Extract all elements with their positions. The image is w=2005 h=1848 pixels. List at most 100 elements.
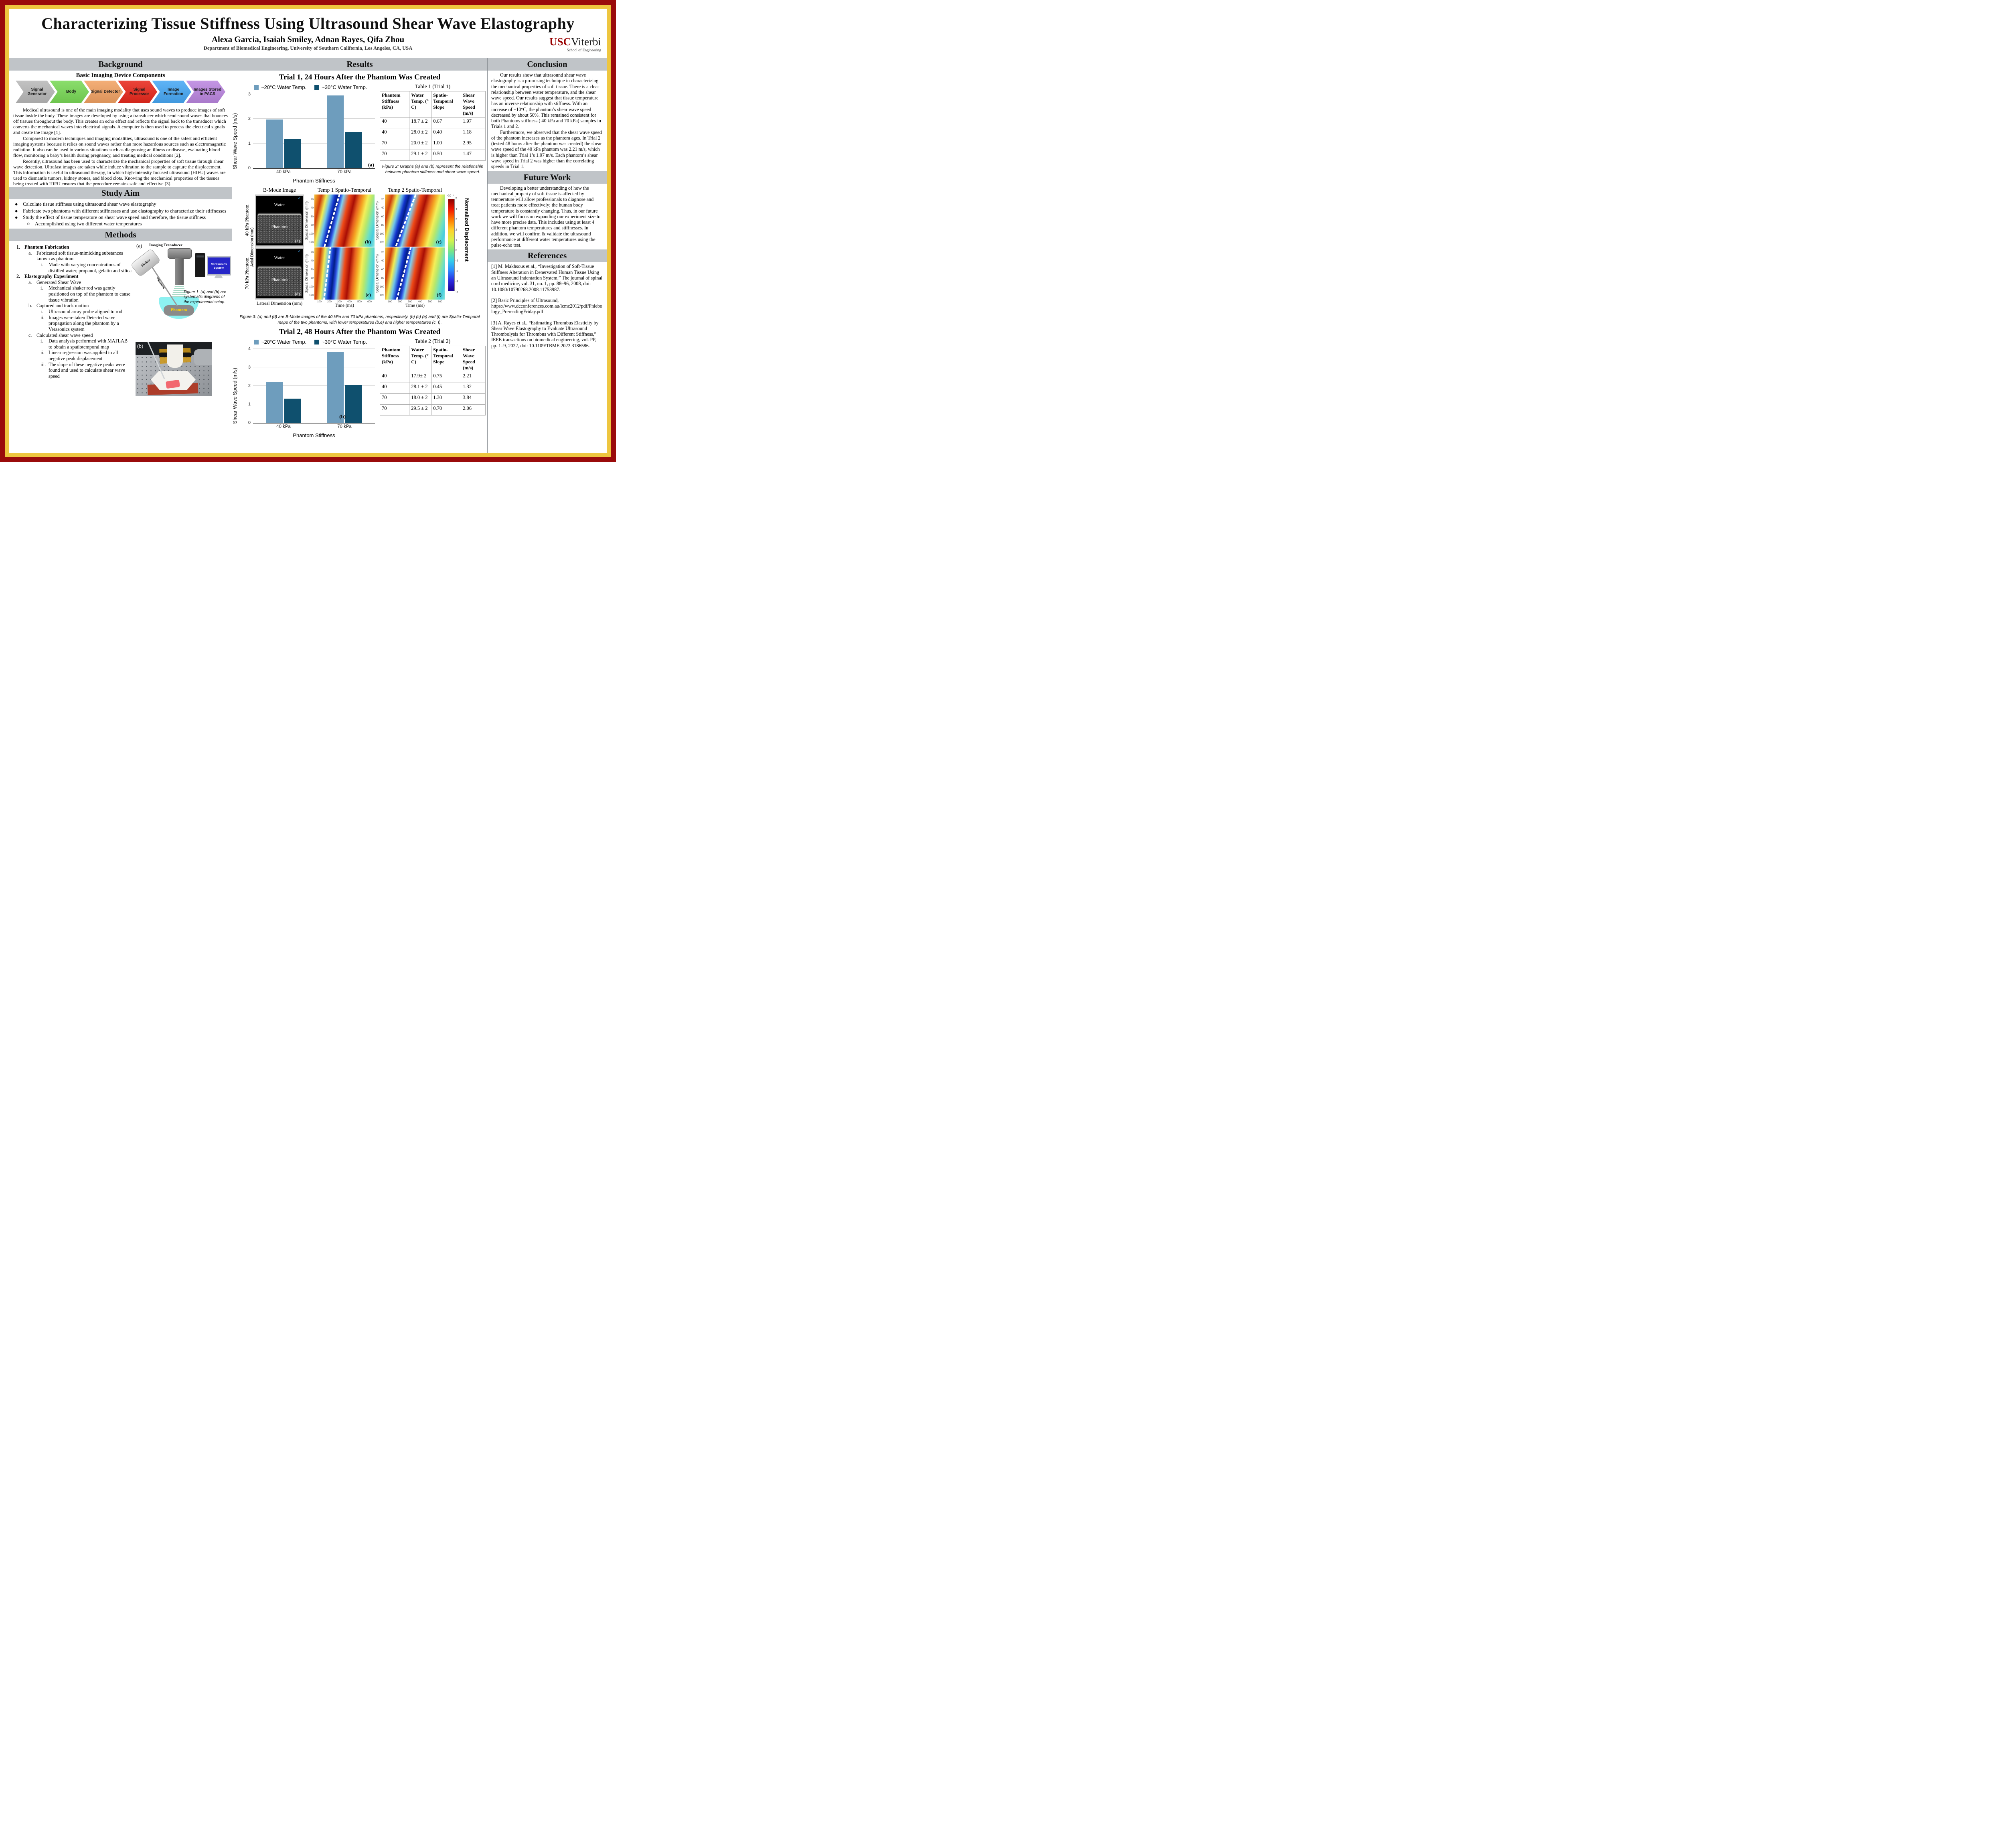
spatial-axis-c: Spatial Dimension (mm) 20 40 60 80 100 120 [375, 194, 385, 247]
list-text: Accomplished using two different water t… [35, 221, 142, 227]
list-item: c. Calculated shear wave speed [14, 332, 132, 338]
table1-title: Table 1 (Trial 1) [415, 83, 451, 89]
table2: Phantom Stiffness (kPa) Water Temp. (° C)… [379, 346, 486, 416]
tick-label: 40 [310, 259, 314, 263]
list-item: 2. Elastography Experiment [14, 274, 132, 280]
tick-label: 0 [456, 249, 457, 252]
tick-label: 80 [310, 224, 314, 227]
check-icon: ✓ [298, 196, 301, 201]
spatial-ticks: 20 40 60 80 100 120 [379, 247, 385, 300]
list-text: Linear regression was applied to all neg… [49, 350, 118, 362]
list-item: b. Captured and track motion [14, 303, 132, 309]
tick-label: -1 [456, 259, 458, 263]
bmode-image-canvas: ✓ Water Phantom (a) [256, 196, 303, 245]
table-header-cell: Spatio-Temporal Slope [431, 346, 462, 373]
table-row: 40 18.7 ± 2 0.67 1.97 [379, 117, 486, 128]
table-header-cell: Spatio-Temporal Slope [431, 91, 462, 118]
tick-label: -2 [456, 270, 458, 273]
viterbi-logo-text: Viterbi [571, 36, 601, 48]
category-label: 40 kPa [276, 424, 291, 430]
table-header-cell: Water Temp. (° C) [409, 346, 432, 373]
table-cell: 0.75 [431, 372, 462, 383]
trial1-x-axis-label: Phantom Stiffness [293, 178, 335, 184]
table-cell: 70 [379, 393, 410, 405]
time-label: Time (ms) [335, 303, 354, 308]
legend-swatch [314, 85, 320, 90]
bar-group-40 kPa [266, 349, 301, 423]
phantom-label: Phantom [271, 277, 288, 282]
list-marker: ii. [41, 314, 45, 320]
table-cell: 28.1 ± 2 [409, 383, 432, 394]
y-tick-label: 1 [248, 402, 251, 407]
list-item: ii. Linear regression was applied to all … [14, 350, 132, 361]
spatial-axis-e: Spatial Dimension (mm) 20 40 60 80 100 120 [304, 247, 314, 300]
list-item: ● Study the effect of tissue temperature … [12, 214, 229, 221]
tick-label: 400 [347, 300, 352, 303]
conclusion-paragraph-2: Furthermore, we observed that the shear … [491, 129, 602, 170]
legend-item: ~20°C Water Temp. [254, 339, 306, 345]
spatial-dimension-label: Spatial Dimension (mm) [375, 254, 379, 293]
list-text: Data analysis performed with MATLAB to o… [49, 338, 128, 350]
trial1-legend: ~20°C Water Temp. ~30°C Water Temp. [254, 84, 378, 90]
table-cell: 1.32 [461, 383, 486, 394]
list-marker: ii. [41, 350, 45, 356]
imaging-components-title: Basic Imaging Device Components [76, 72, 165, 79]
tick-label: 120 [309, 241, 314, 244]
phantom-speckle-region [257, 267, 302, 297]
table-header-cell: Phantom Stiffness (kPa) [379, 91, 410, 118]
panel-label-f: (f) [437, 292, 442, 298]
colorbar-gradient [448, 199, 455, 291]
tick-label: 80 [381, 224, 384, 227]
legend-swatch [314, 339, 320, 344]
list-text: Study the effect of tissue temperature o… [23, 214, 206, 220]
list-text: Captured and track motion [36, 303, 89, 309]
time-axis-2: 100 200 300 400 500 600 Time (ms) [385, 300, 446, 312]
tick-label: -4 [456, 290, 458, 294]
table1-block: Table 1 (Trial 1) Phantom Stiffness (kPa… [379, 83, 486, 184]
spatiotemporal-map-e: (e) [314, 247, 375, 300]
tick-label: 100 [317, 300, 322, 303]
time-ticks: 100 200 300 400 500 600 [314, 300, 375, 303]
trial1-title: Trial 1, 24 Hours After the Phantom Was … [279, 73, 441, 81]
legend-label: ~20°C Water Temp. [261, 339, 307, 345]
check-icon: ✓ [298, 249, 301, 253]
table-cell: 1.97 [461, 117, 486, 128]
list-item: i. Ultrasound array probe aligned to rod [14, 309, 132, 315]
category-label: 70 kPa [337, 170, 352, 174]
section-header-references: References [488, 249, 607, 262]
left-column: Background Basic Imaging Device Componen… [9, 58, 232, 453]
list-marker: a. [28, 279, 32, 285]
bar-group-70 kPa [327, 349, 362, 423]
pipeline-step-signal-processor: Signal Processor [118, 81, 157, 103]
list-marker: 2. [16, 274, 20, 280]
legend-swatch [254, 339, 259, 344]
bmode-image-canvas: ✓ Water Phantom (d) [256, 249, 303, 298]
conclusion-text: Our results show that ultrasound shear w… [491, 72, 603, 170]
transducer-stem-shape [175, 257, 184, 285]
bar-group-70 kPa [327, 94, 362, 168]
legend-label: ~20°C Water Temp. [261, 84, 307, 90]
time-axis-1: 100 200 300 400 500 600 Time (ms) [314, 300, 375, 312]
list-item: i. Mechanical shaker rod was gently posit… [14, 285, 132, 303]
spatiotemporal-map-c: (c) [385, 195, 445, 247]
table-header-cell: Phantom Stiffness (kPa) [379, 346, 410, 373]
colorbar-label: Normalized Displacement [464, 198, 470, 262]
bmode-image-40kpa: ✓ Water Phantom (a) [255, 195, 304, 247]
list-marker: i. [41, 308, 43, 314]
tick-label: 400 [418, 300, 422, 303]
legend-swatch [254, 85, 259, 90]
tick-label: 600 [438, 300, 442, 303]
y-tick-label: 1 [248, 141, 251, 146]
spatial-axis-b: Spatial Dimension (mm) 20 40 60 80 100 120 [304, 194, 314, 247]
table-cell: 2.21 [461, 372, 486, 383]
list-item: iii. The slope of these negative peaks we… [14, 362, 132, 379]
time-ticks: 100 200 300 400 500 600 [385, 300, 446, 303]
middle-column: Results Trial 1, 24 Hours After the Phan… [232, 58, 487, 453]
list-marker: b. [28, 303, 32, 309]
y-tick-label: 0 [248, 420, 251, 426]
phantom-shape: Phantom [164, 305, 194, 316]
table2-title: Table 2 (Trial 2) [415, 338, 451, 344]
tick-label: 500 [428, 300, 432, 303]
category-label: 40 kPa [276, 170, 291, 174]
tick-label: 4 [456, 207, 457, 211]
